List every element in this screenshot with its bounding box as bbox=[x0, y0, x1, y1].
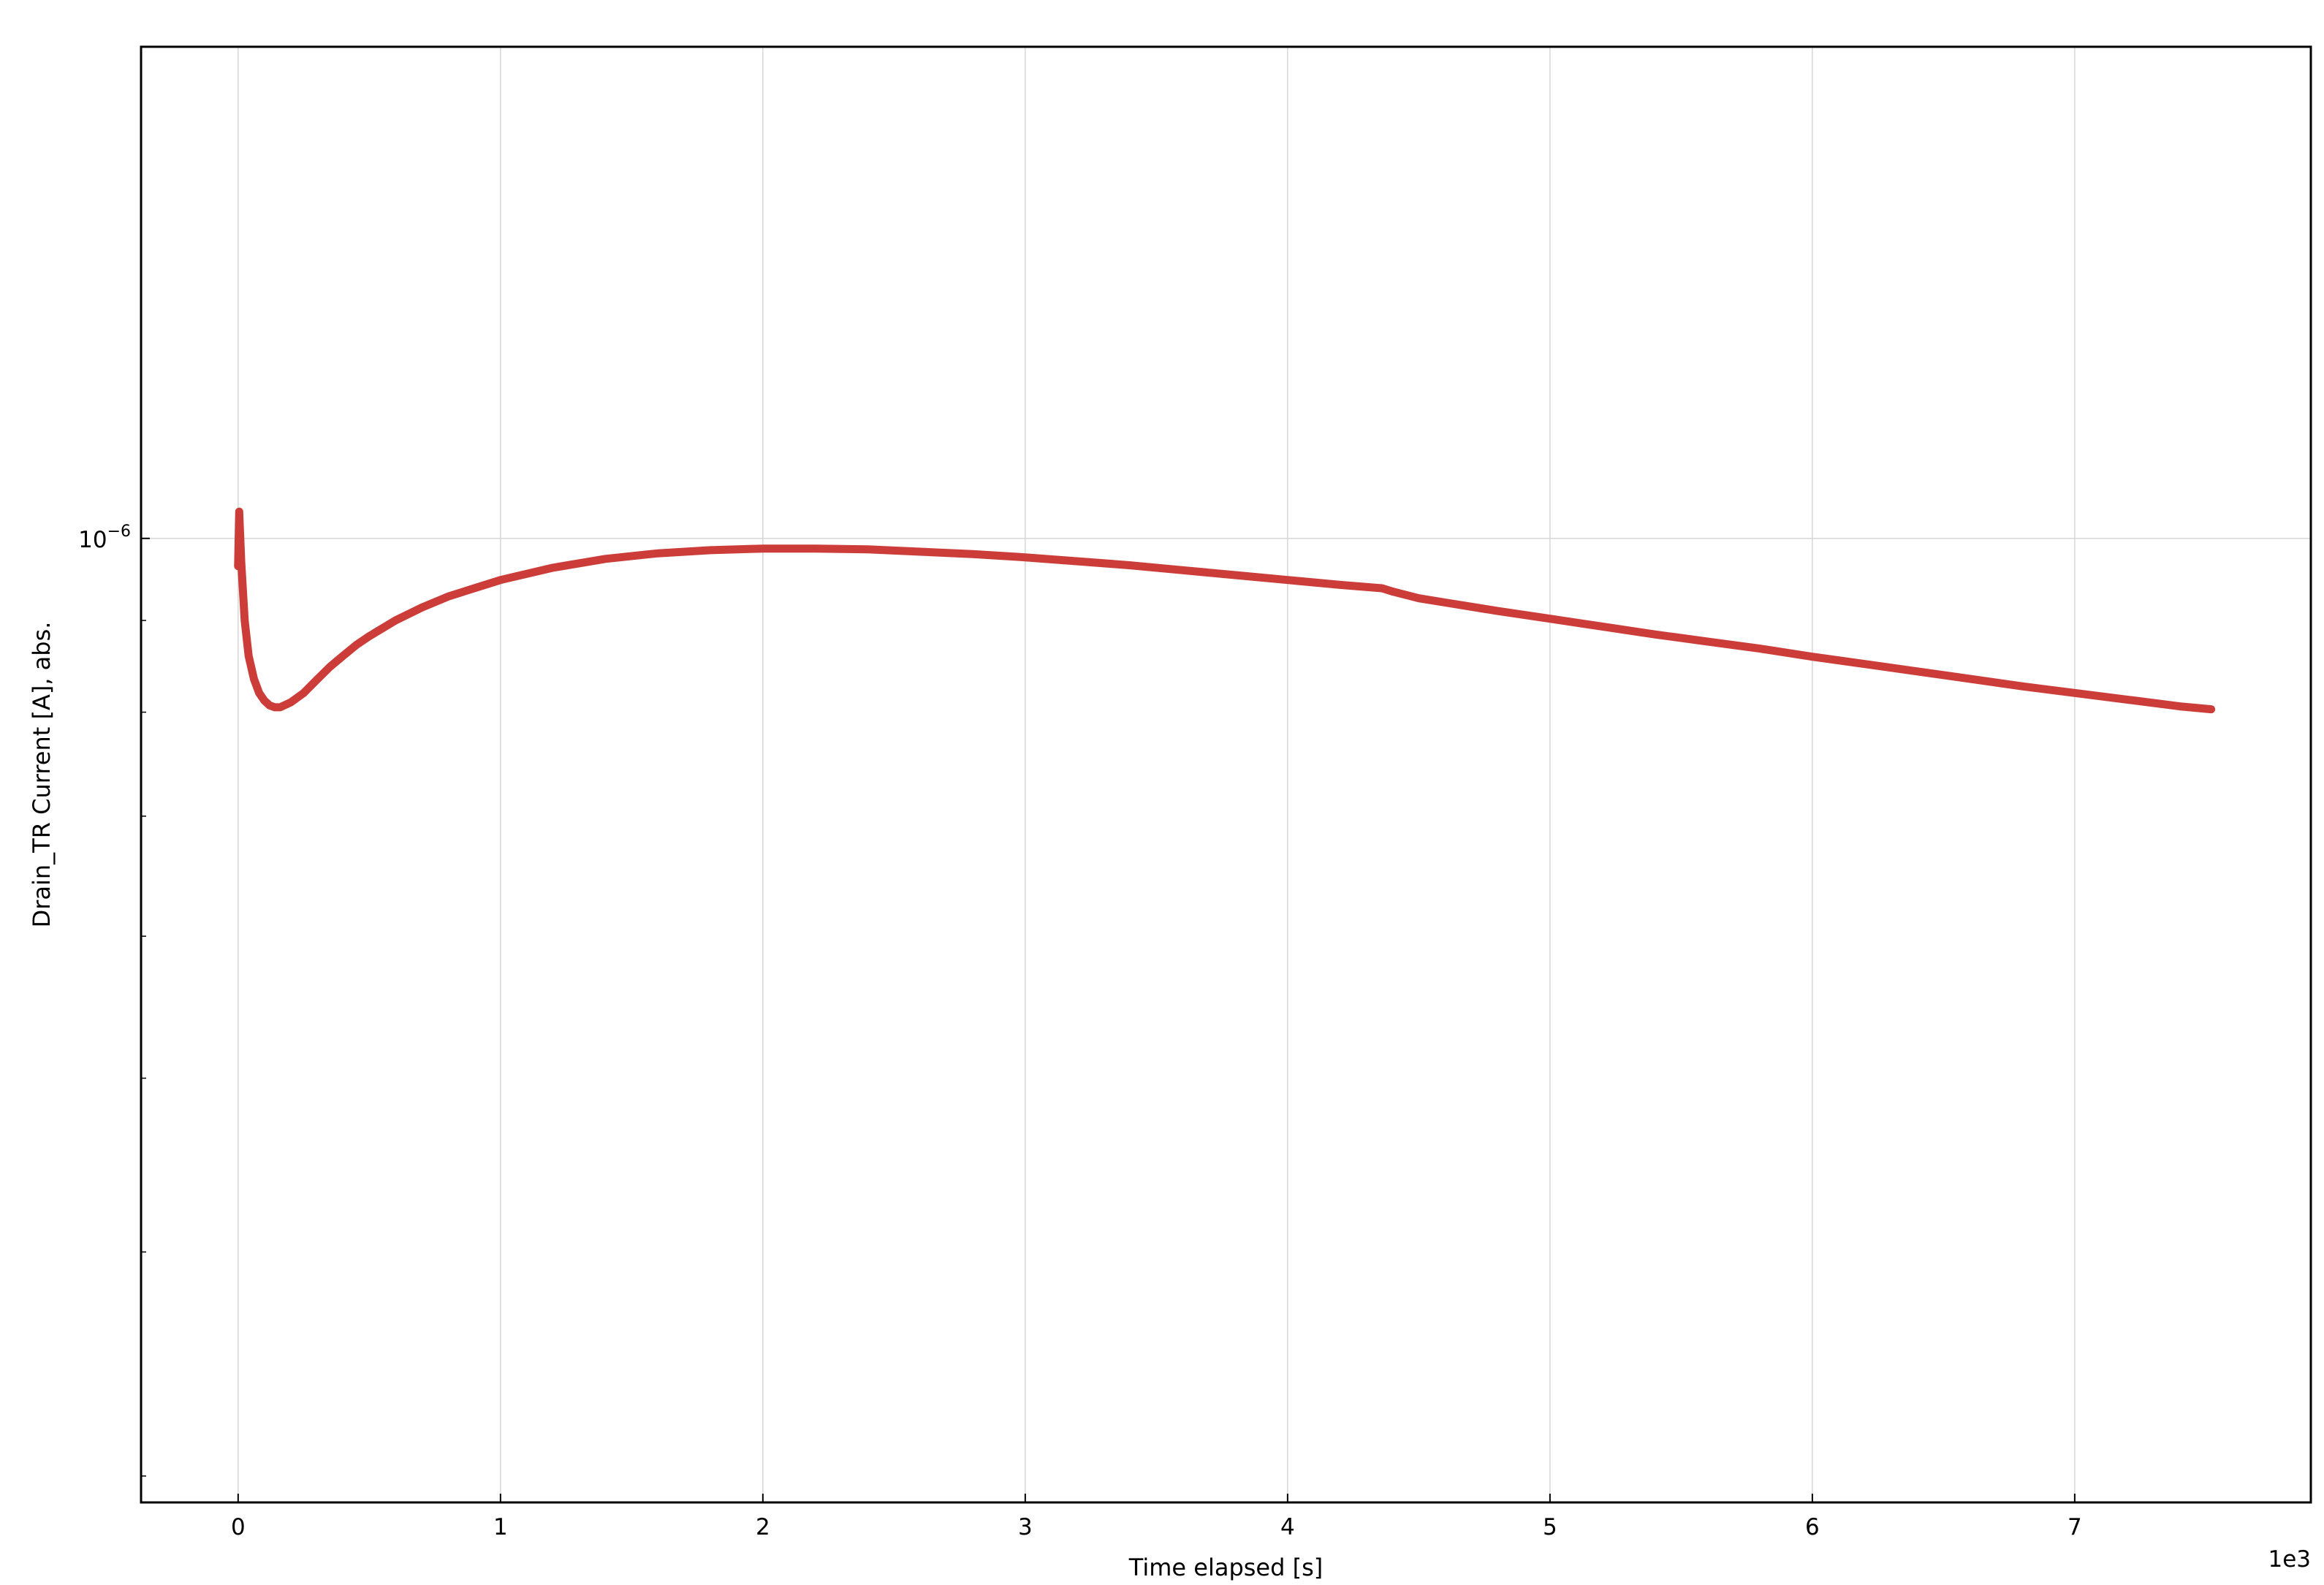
x-tick-label: 3 bbox=[1018, 1514, 1033, 1540]
y-axis-label: Drain_TR Current [A], abs. bbox=[28, 622, 56, 928]
x-tick-label: 6 bbox=[1805, 1514, 1820, 1540]
x-offset-label: 1e3 bbox=[2268, 1546, 2311, 1573]
x-tick-label: 7 bbox=[2067, 1514, 2082, 1540]
plot-frame bbox=[140, 45, 2312, 1504]
x-tick-label: 5 bbox=[1543, 1514, 1557, 1540]
x-tick-label: 4 bbox=[1280, 1514, 1295, 1540]
x-tick-label: 1 bbox=[493, 1514, 508, 1540]
x-tick-label: 2 bbox=[756, 1514, 770, 1540]
series-layer bbox=[234, 507, 2216, 714]
grid bbox=[141, 47, 2311, 1502]
x-tick-labels: 0 1 2 3 4 5 6 7 bbox=[231, 1514, 2082, 1540]
x-tick-label: 0 bbox=[231, 1514, 246, 1540]
series-line bbox=[234, 507, 2216, 714]
ticks bbox=[141, 537, 2076, 1502]
x-axis-label: Time elapsed [s] bbox=[1128, 1554, 1323, 1581]
